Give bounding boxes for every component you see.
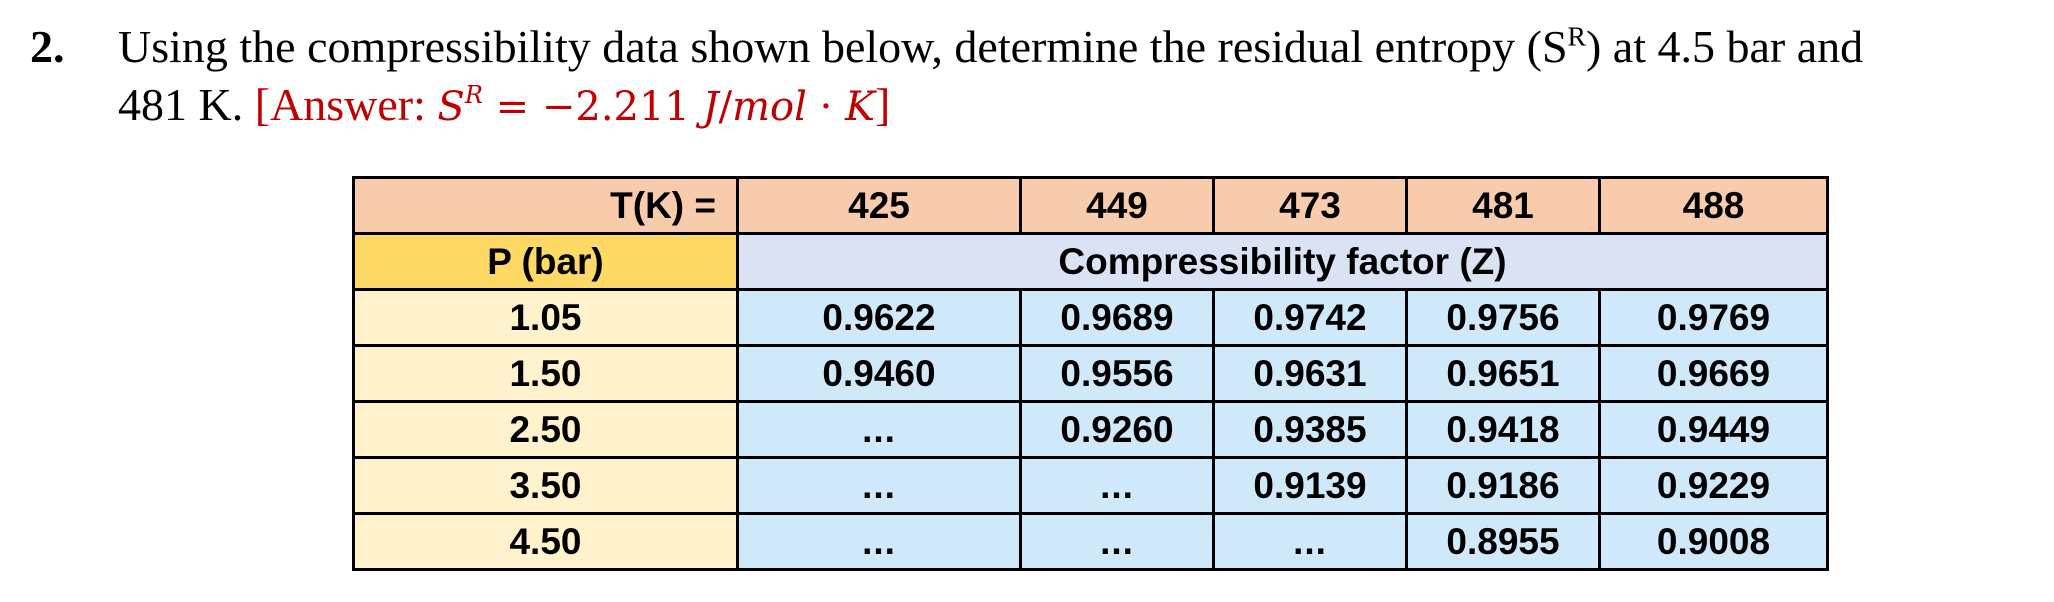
- temperature-header-row: T(K) = 425 449 473 481 488: [352, 176, 1829, 235]
- answer-open: [Answer:: [254, 79, 438, 130]
- z-cell: 0.9689: [1019, 288, 1215, 347]
- temperature-header: 481: [1405, 176, 1601, 235]
- z-cell: 0.9139: [1212, 456, 1408, 515]
- z-cell: 0.9260: [1019, 400, 1215, 459]
- temperature-header: 488: [1598, 176, 1829, 235]
- pressure-cell: 2.50: [352, 400, 739, 459]
- pressure-label: P (bar): [352, 232, 739, 291]
- z-cell: 0.9418: [1405, 400, 1601, 459]
- answer-unit-mol: mol: [732, 84, 807, 130]
- temperature-header: 449: [1019, 176, 1215, 235]
- problem-conditions: 481 K.: [118, 79, 244, 130]
- answer-text: [Answer: SR = −2.211 J/mol · K]: [255, 79, 891, 130]
- z-cell: 0.9449: [1598, 400, 1829, 459]
- table-row: 3.50 ... ... 0.9139 0.9186 0.9229: [352, 456, 1829, 515]
- answer-unit-dot: ·: [806, 84, 846, 130]
- z-cell: 0.9186: [1405, 456, 1601, 515]
- z-cell: ...: [1019, 512, 1215, 571]
- pressure-cell: 4.50: [352, 512, 739, 571]
- pressure-cell: 1.05: [352, 288, 739, 347]
- answer-unit-j: J: [702, 84, 719, 130]
- problem-text-end: ) at 4.5 bar and: [1585, 21, 1864, 72]
- z-cell: 0.9742: [1212, 288, 1408, 347]
- answer-close: ]: [874, 79, 891, 130]
- z-cell: 0.9769: [1598, 288, 1829, 347]
- z-cell: ...: [1019, 456, 1215, 515]
- z-cell: 0.9556: [1019, 344, 1215, 403]
- problem-text-start: Using the compressibility data shown bel…: [118, 21, 1568, 72]
- z-cell: 0.9229: [1598, 456, 1829, 515]
- problem-statement: 2. Using the compressibility data shown b…: [30, 18, 2040, 136]
- z-cell: ...: [1212, 512, 1408, 571]
- table-row: 4.50 ... ... ... 0.8955 0.9008: [352, 512, 1829, 571]
- compressibility-label: Compressibility factor (Z): [736, 232, 1829, 291]
- z-cell: 0.9460: [736, 344, 1022, 403]
- answer-unit-k: K: [845, 84, 875, 130]
- subheader-row: P (bar) Compressibility factor (Z): [352, 232, 1829, 291]
- z-cell: 0.9756: [1405, 288, 1601, 347]
- z-cell: 0.9669: [1598, 344, 1829, 403]
- pressure-cell: 3.50: [352, 456, 739, 515]
- temperature-label: T(K) =: [352, 176, 739, 235]
- answer-formula: SR = −2.211 J/mol · K: [437, 81, 875, 130]
- pressure-cell: 1.50: [352, 344, 739, 403]
- z-cell: 0.9385: [1212, 400, 1408, 459]
- z-cell: 0.9622: [736, 288, 1022, 347]
- z-cell: 0.9651: [1405, 344, 1601, 403]
- temperature-header: 425: [736, 176, 1022, 235]
- answer-superscript: R: [464, 81, 483, 110]
- table-row: 1.50 0.9460 0.9556 0.9631 0.9651 0.9669: [352, 344, 1829, 403]
- temperature-header: 473: [1212, 176, 1408, 235]
- z-cell: 0.8955: [1405, 512, 1601, 571]
- problem-line-2: 481 K. [Answer: SR = −2.211 J/mol · K]: [30, 76, 2040, 136]
- table-row: 2.50 ... 0.9260 0.9385 0.9418 0.9449: [352, 400, 1829, 459]
- z-cell: ...: [736, 400, 1022, 459]
- problem-number: 2.: [30, 21, 65, 72]
- table-row: 1.05 0.9622 0.9689 0.9742 0.9756 0.9769: [352, 288, 1829, 347]
- answer-unit-slash: /: [718, 84, 733, 130]
- z-cell: ...: [736, 512, 1022, 571]
- z-cell: 0.9631: [1212, 344, 1408, 403]
- compressibility-table: T(K) = 425 449 473 481 488 P (bar) Compr…: [352, 176, 1829, 571]
- z-cell: 0.9008: [1598, 512, 1829, 571]
- problem-text-superscript: R: [1567, 20, 1586, 52]
- answer-value: = −2.211: [482, 84, 703, 130]
- problem-line-1: 2. Using the compressibility data shown b…: [30, 18, 2040, 76]
- answer-symbol: S: [437, 84, 465, 130]
- z-cell: ...: [736, 456, 1022, 515]
